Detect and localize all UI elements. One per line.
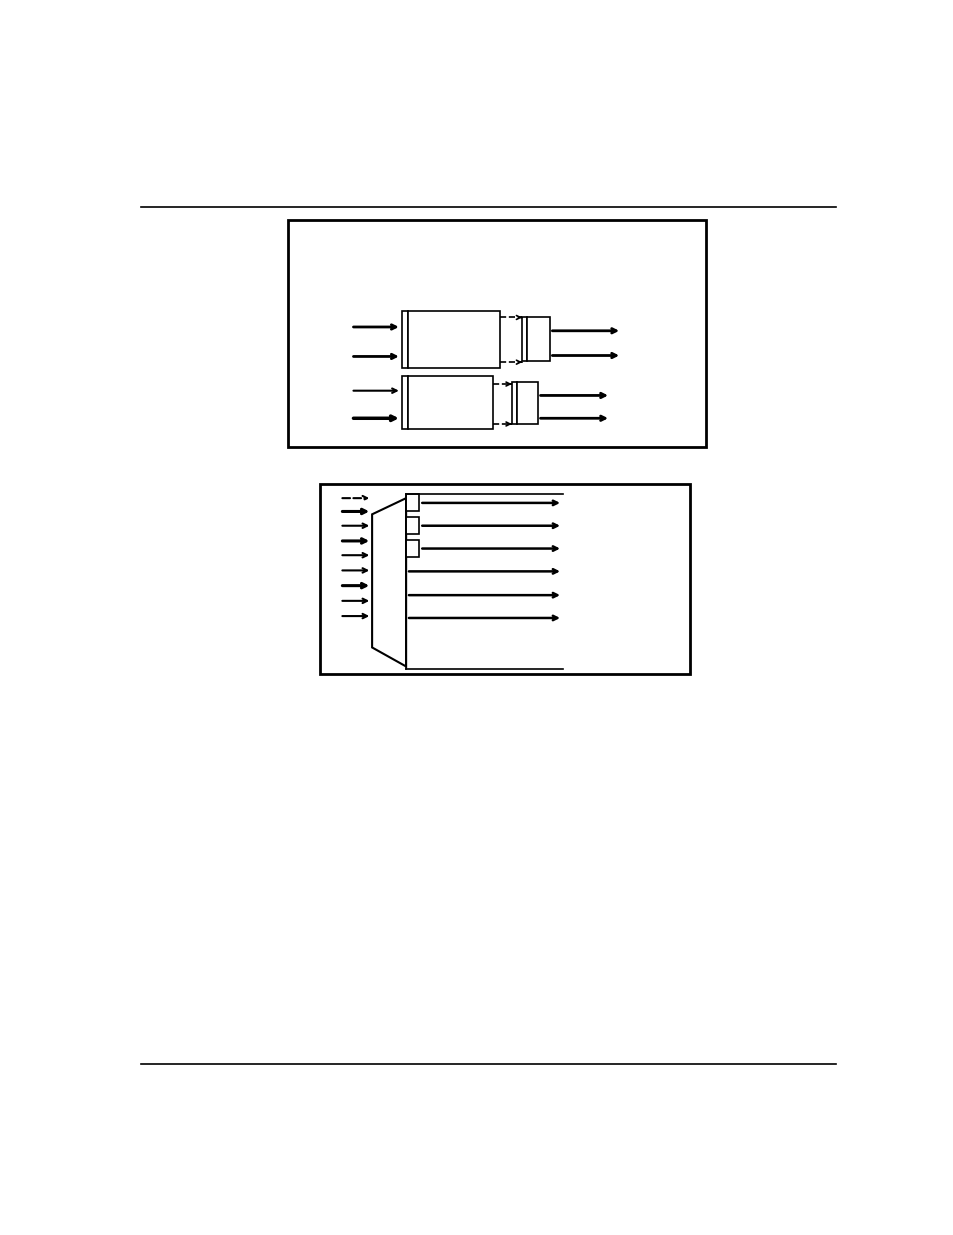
Bar: [401, 377, 407, 429]
Bar: [527, 317, 549, 361]
Bar: [407, 311, 499, 368]
Bar: [406, 517, 419, 535]
Bar: [406, 494, 419, 511]
Bar: [512, 382, 517, 424]
Bar: [517, 382, 537, 424]
Bar: [401, 311, 407, 368]
Bar: [288, 221, 705, 447]
Bar: [406, 540, 419, 557]
Polygon shape: [372, 498, 406, 667]
Bar: [407, 377, 492, 429]
Bar: [521, 317, 527, 361]
Bar: [320, 484, 689, 674]
